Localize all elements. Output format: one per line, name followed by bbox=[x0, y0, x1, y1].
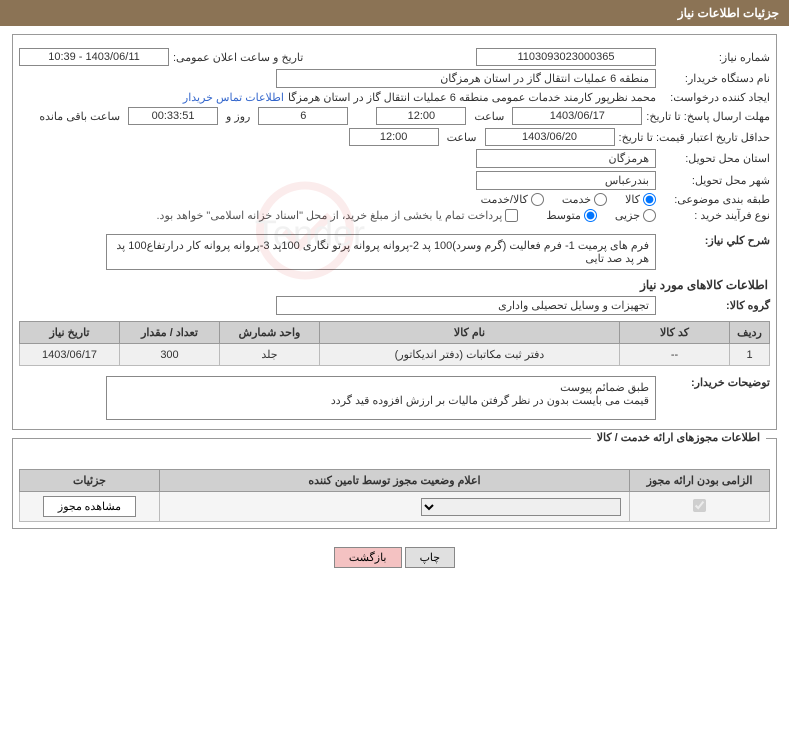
req-num-label: شماره نیاز: bbox=[660, 51, 770, 64]
prov-value: هرمزگان bbox=[476, 149, 656, 168]
permits-title: اطلاعات مجوزهای ارائه خدمت / کالا bbox=[591, 431, 766, 444]
main-header: جزئیات اطلاعات نیاز bbox=[0, 0, 789, 26]
pay-note-check[interactable]: پرداخت تمام یا بخشی از مبلغ خرید، از محل… bbox=[157, 209, 519, 222]
permit-col-details: جزئیات bbox=[20, 470, 160, 492]
time-label-2: ساعت bbox=[443, 131, 481, 144]
col-date: تاریخ نیاز bbox=[20, 322, 120, 344]
col-name: نام کالا bbox=[320, 322, 620, 344]
countdown: 00:33:51 bbox=[128, 107, 218, 125]
proc-radio-b[interactable] bbox=[584, 209, 597, 222]
col-qty: تعداد / مقدار bbox=[120, 322, 220, 344]
cat-opt-a[interactable]: کالا bbox=[625, 193, 656, 206]
buyer-org-value: منطقه 6 عملیات انتقال گاز در استان هرمزگ… bbox=[276, 69, 656, 88]
cat-radio-c[interactable] bbox=[531, 193, 544, 206]
permit-col-mandatory: الزامی بودن ارائه مجوز bbox=[630, 470, 770, 492]
col-code: کد کالا bbox=[620, 322, 730, 344]
permit-row: مشاهده مجوز bbox=[20, 492, 770, 522]
cat-radio-b[interactable] bbox=[594, 193, 607, 206]
proc-radio-group: جزیی متوسط bbox=[546, 209, 656, 222]
city-label: شهر محل تحویل: bbox=[660, 174, 770, 187]
creator-value: محمد نظرپور کارمند خدمات عمومی منطقه 6 ع… bbox=[288, 91, 656, 104]
proc-opt-a[interactable]: جزیی bbox=[615, 209, 656, 222]
permit-col-status: اعلام وضعیت مجوز توسط تامین کننده bbox=[160, 470, 630, 492]
days-and-label: روز و bbox=[222, 110, 254, 123]
cell-code: -- bbox=[620, 344, 730, 366]
permit-status-cell bbox=[160, 492, 630, 522]
col-unit: واحد شمارش bbox=[220, 322, 320, 344]
header-title: جزئیات اطلاعات نیاز bbox=[678, 6, 779, 20]
desc-value: فرم های پرمیت 1- فرم فعالیت (گرم وسرد)10… bbox=[106, 234, 656, 270]
permits-panel: اطلاعات مجوزهای ارائه خدمت / کالا الزامی… bbox=[12, 438, 777, 529]
desc-label: شرح کلي نياز: bbox=[660, 234, 770, 247]
buyer-note-label: توضیحات خریدار: bbox=[660, 376, 770, 389]
contact-link[interactable]: اطلاعات تماس خریدار bbox=[183, 91, 284, 104]
cell-qty: 300 bbox=[120, 344, 220, 366]
table-header-row: ردیف کد کالا نام کالا واحد شمارش تعداد /… bbox=[20, 322, 770, 344]
cat-opt-b[interactable]: خدمت bbox=[562, 193, 607, 206]
group-label: گروه کالا: bbox=[660, 299, 770, 312]
proc-label: نوع فرآیند خرید : bbox=[660, 209, 770, 222]
announce-value: 1403/06/11 - 10:39 bbox=[19, 48, 169, 66]
permit-mandatory-cell bbox=[630, 492, 770, 522]
creator-label: ایجاد کننده درخواست: bbox=[660, 91, 770, 104]
status-select[interactable] bbox=[421, 498, 621, 516]
print-button[interactable]: چاپ bbox=[405, 547, 456, 568]
buyer-org-label: نام دستگاه خریدار: bbox=[660, 72, 770, 85]
req-num-value: 1103093023000365 bbox=[476, 48, 656, 66]
button-bar: چاپ بازگشت bbox=[0, 537, 789, 578]
cat-radio-a[interactable] bbox=[643, 193, 656, 206]
permits-table: الزامی بودن ارائه مجوز اعلام وضعیت مجوز … bbox=[19, 469, 770, 522]
proc-opt-b[interactable]: متوسط bbox=[546, 209, 597, 222]
col-row: ردیف bbox=[730, 322, 770, 344]
view-permit-button[interactable]: مشاهده مجوز bbox=[43, 496, 136, 517]
cat-radio-group: کالا خدمت کالا/خدمت bbox=[481, 193, 656, 206]
table-row: 1 -- دفتر ثبت مکاتبات (دفتر اندیکاتور) ج… bbox=[20, 344, 770, 366]
goods-table: ردیف کد کالا نام کالا واحد شمارش تعداد /… bbox=[19, 321, 770, 366]
deadline-date: 1403/06/17 bbox=[512, 107, 642, 125]
proc-radio-a[interactable] bbox=[643, 209, 656, 222]
pay-checkbox[interactable] bbox=[505, 209, 518, 222]
permit-header-row: الزامی بودن ارائه مجوز اعلام وضعیت مجوز … bbox=[20, 470, 770, 492]
info-panel: Tender شماره نیاز: 1103093023000365 تاری… bbox=[12, 34, 777, 430]
city-value: بندرعباس bbox=[476, 171, 656, 190]
cell-date: 1403/06/17 bbox=[20, 344, 120, 366]
deadline-label: مهلت ارسال پاسخ: تا تاریخ: bbox=[646, 110, 770, 123]
pay-note-text: پرداخت تمام یا بخشی از مبلغ خرید، از محل… bbox=[157, 209, 503, 222]
cell-row: 1 bbox=[730, 344, 770, 366]
mandatory-checkbox bbox=[693, 499, 706, 512]
announce-label: تاریخ و ساعت اعلان عمومی: bbox=[173, 51, 303, 64]
cell-name: دفتر ثبت مکاتبات (دفتر اندیکاتور) bbox=[320, 344, 620, 366]
back-button[interactable]: بازگشت bbox=[334, 547, 402, 568]
deadline-time: 12:00 bbox=[376, 107, 466, 125]
prov-label: استان محل تحویل: bbox=[660, 152, 770, 165]
time-label-1: ساعت bbox=[470, 110, 508, 123]
cat-opt-c[interactable]: کالا/خدمت bbox=[481, 193, 544, 206]
cat-label: طبقه بندی موضوعی: bbox=[660, 193, 770, 206]
remaining-label: ساعت باقی مانده bbox=[35, 110, 124, 123]
buyer-note-value: طبق ضمائم پیوست قیمت می بایست بدون در نظ… bbox=[106, 376, 656, 420]
goods-header: اطلاعات کالاهای مورد نیاز bbox=[21, 278, 768, 292]
min-valid-label: حداقل تاریخ اعتبار قیمت: تا تاریخ: bbox=[619, 131, 770, 144]
min-valid-time: 12:00 bbox=[349, 128, 439, 146]
days-left: 6 bbox=[258, 107, 348, 125]
min-valid-date: 1403/06/20 bbox=[485, 128, 615, 146]
group-value: تجهیزات و وسایل تحصیلی واداری bbox=[276, 296, 656, 315]
cell-unit: جلد bbox=[220, 344, 320, 366]
permit-details-cell: مشاهده مجوز bbox=[20, 492, 160, 522]
